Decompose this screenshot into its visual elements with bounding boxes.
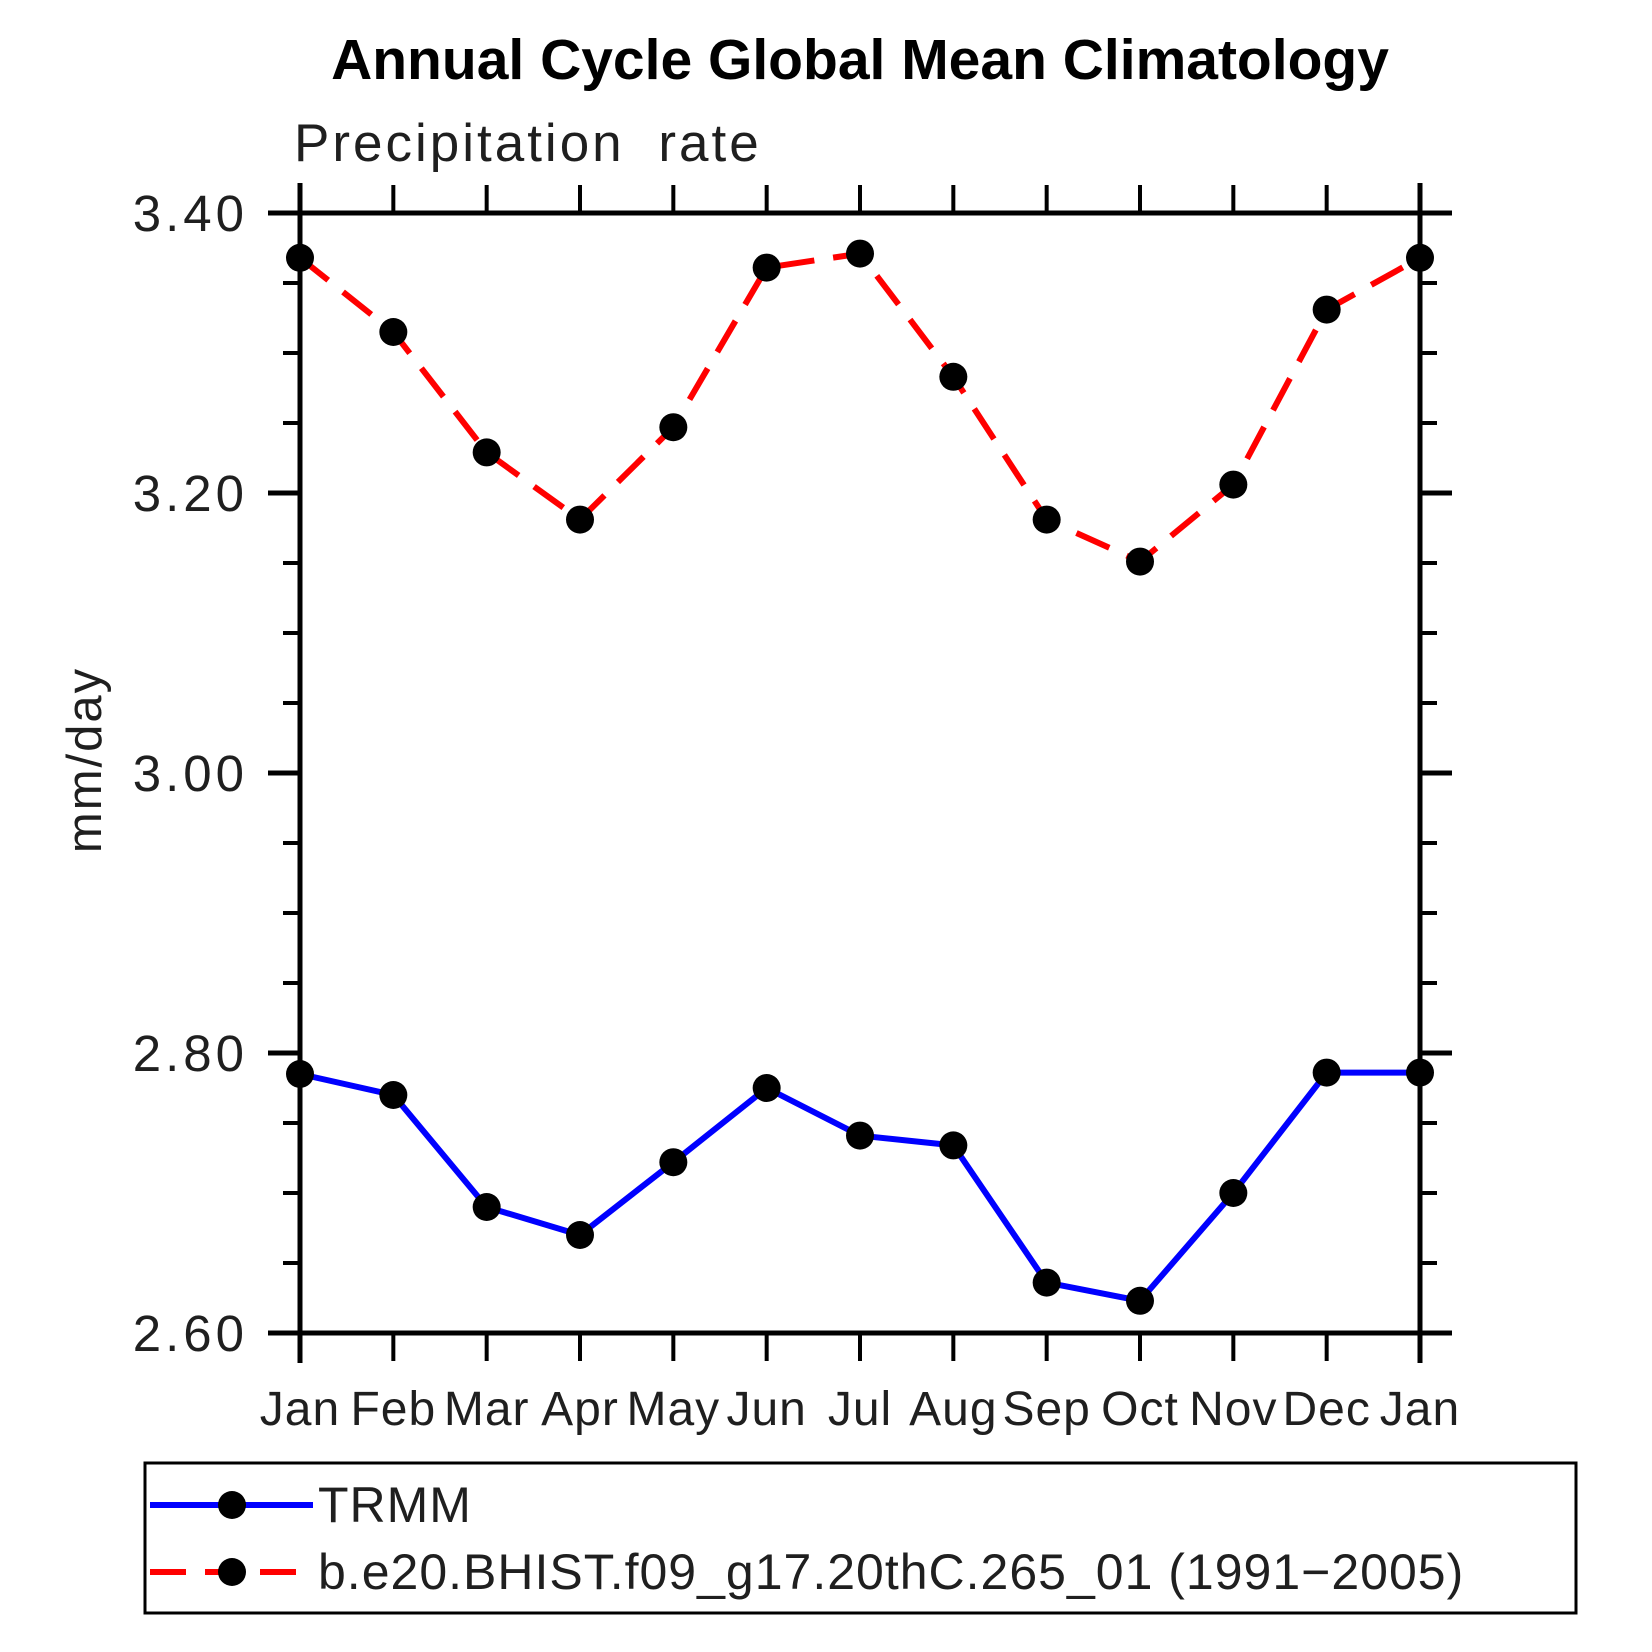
data-point-marker <box>1126 1286 1154 1315</box>
series-line-b <box>298 250 1422 566</box>
x-tick-label: Jul <box>828 1383 892 1436</box>
data-point-marker <box>1312 295 1341 324</box>
series-line-TRMM <box>299 1069 1420 1305</box>
chart-title: Annual Cycle Global Mean Climatology <box>331 28 1389 92</box>
x-tick-label: Mar <box>444 1383 530 1436</box>
y-tick-label: 2.80 <box>133 1025 248 1082</box>
data-point-marker <box>752 253 781 282</box>
data-point-marker <box>1032 505 1061 534</box>
data-point-marker <box>846 239 874 268</box>
data-point-marker <box>566 505 594 534</box>
x-tick-label: Aug <box>909 1383 997 1436</box>
x-tick-label: Sep <box>1002 1383 1090 1436</box>
y-axis-title: mm/day <box>58 667 112 853</box>
x-tick-label: Jan <box>1380 1383 1460 1436</box>
data-point-marker <box>1406 1058 1434 1087</box>
y-tick-label: 3.20 <box>133 465 248 522</box>
chart-subtitle: Precipitation rate <box>294 114 762 173</box>
x-tick-label: Feb <box>350 1383 436 1436</box>
x-tick-label: May <box>626 1383 720 1436</box>
legend-box <box>143 1461 1578 1615</box>
data-point-marker <box>1312 1058 1341 1087</box>
data-point-marker <box>1126 547 1154 576</box>
data-point-marker <box>1032 1268 1061 1297</box>
legend: TRMM b.e20.BHIST.f09_g17.20thC.265_01 (19… <box>143 1461 1578 1615</box>
data-point-marker <box>379 318 408 346</box>
data-point-marker <box>379 1081 408 1109</box>
legend-entry-label: b.e20.BHIST.f09_g17.20thC.265_01 (1991−2… <box>318 1544 1464 1600</box>
legend-entry-label: TRMM <box>318 1477 472 1533</box>
x-tick-label: Jun <box>726 1383 806 1436</box>
x-tick-label: Oct <box>1101 1383 1179 1436</box>
x-tick-label: Jan <box>260 1383 340 1436</box>
data-point-marker <box>659 1148 688 1177</box>
plot-area: Jan Feb Mar Apr May Jun Jul Aug Sep Oct Nov Dec Jan2… <box>133 183 1460 1436</box>
data-point-marker <box>1219 1179 1248 1207</box>
x-tick-label: Dec <box>1282 1383 1370 1436</box>
data-point-marker <box>1219 470 1248 499</box>
x-tick-label: Apr <box>541 1383 619 1436</box>
data-point-marker <box>286 243 314 272</box>
data-point-marker <box>472 438 501 467</box>
y-tick-label: 3.00 <box>133 745 248 802</box>
data-point-marker <box>286 1060 314 1088</box>
data-point-marker <box>752 1074 781 1102</box>
data-point-marker <box>1406 243 1434 272</box>
y-tick-label: 3.40 <box>133 185 248 242</box>
data-point-marker <box>566 1221 594 1249</box>
legend-marker <box>218 1558 246 1586</box>
x-tick-label: Nov <box>1189 1383 1277 1436</box>
data-point-marker <box>939 362 968 391</box>
data-point-marker <box>659 413 688 442</box>
legend-marker <box>218 1491 246 1519</box>
y-tick-label: 2.60 <box>133 1305 248 1362</box>
data-point-marker <box>472 1193 501 1221</box>
data-point-marker <box>939 1131 968 1160</box>
data-point-marker <box>846 1121 874 1150</box>
